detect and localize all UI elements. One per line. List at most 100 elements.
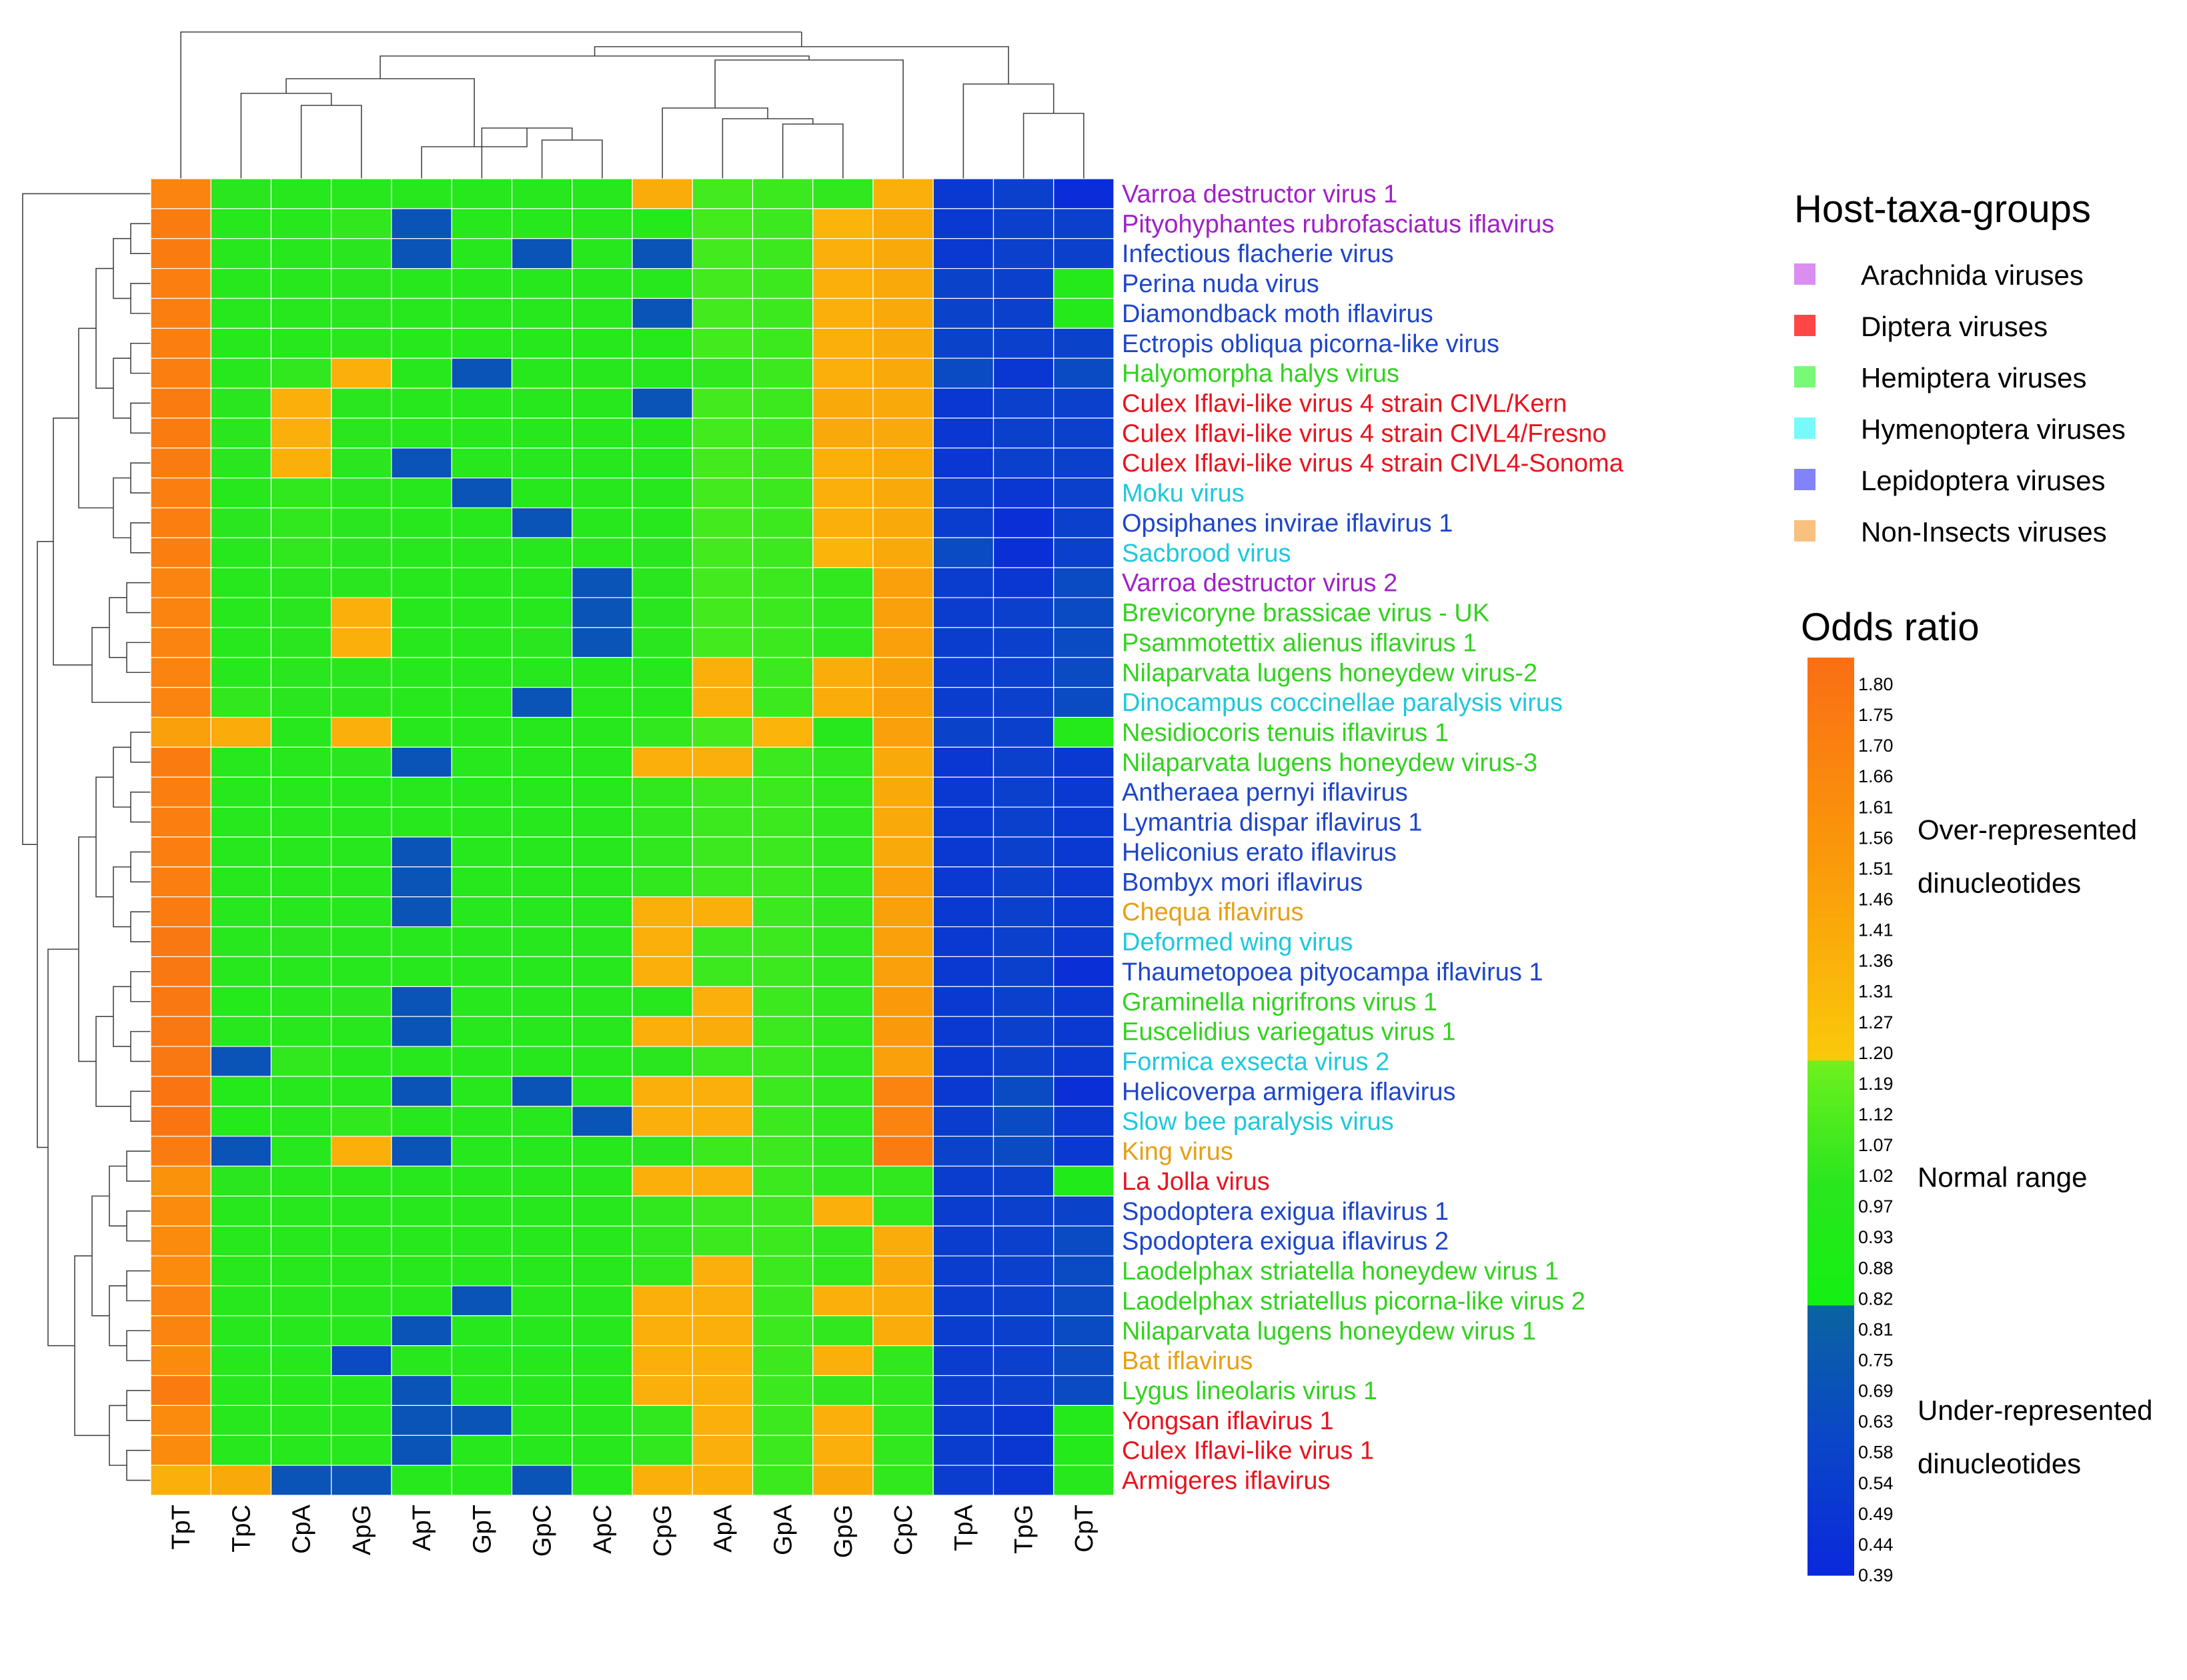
colorbar-segment [1807, 1381, 1854, 1387]
heatmap-cell [391, 1195, 452, 1226]
colorbar-segment [1807, 826, 1854, 832]
heatmap-cell [692, 926, 754, 958]
heatmap-cell [932, 357, 994, 389]
heatmap-cell [812, 208, 874, 239]
heatmap-cell [331, 1136, 392, 1167]
colorbar-segment [1807, 1075, 1854, 1082]
row-label: Varroa destructor virus 2 [1122, 570, 1397, 598]
heatmap-cell [872, 866, 934, 898]
heatmap-cell [1053, 1016, 1115, 1047]
heatmap-cell [511, 776, 573, 808]
heatmap-cell [632, 1165, 693, 1196]
heatmap-cell [150, 1076, 211, 1107]
heatmap-cell [872, 448, 934, 479]
colorbar-segment [1807, 1570, 1854, 1576]
row-label: Opsiphanes invirae iflavirus 1 [1122, 510, 1453, 538]
heatmap-cell [270, 806, 332, 838]
heatmap-cell [632, 806, 693, 838]
colorbar-category-label: dinucleotides [1918, 1448, 2081, 1479]
heatmap-cell [1053, 1195, 1115, 1226]
heatmap-cell [270, 448, 332, 479]
heatmap-cell [270, 627, 332, 658]
heatmap-cell [451, 1225, 513, 1256]
heatmap-cell [210, 357, 272, 389]
heatmap-cell [210, 1465, 272, 1496]
colorbar-segment [1807, 1264, 1854, 1270]
legend-swatch [1794, 263, 1815, 285]
heatmap-cell [511, 1345, 573, 1377]
column-label: TpG [1010, 1505, 1038, 1554]
heatmap-cell [872, 956, 934, 987]
heatmap-cell [150, 387, 211, 419]
dendrogram-branch [126, 1390, 151, 1421]
heatmap-cell [511, 1285, 573, 1317]
legend-swatch [1794, 520, 1815, 542]
heatmap-cell [1053, 178, 1115, 209]
heatmap-cell [812, 1345, 874, 1377]
heatmap-cell [932, 1165, 994, 1196]
heatmap-cell [1053, 1435, 1115, 1466]
heatmap-cell [331, 178, 392, 209]
heatmap-cell [270, 1285, 332, 1317]
heatmap-cell [210, 1255, 272, 1287]
colorbar-segment [1807, 810, 1854, 816]
heatmap-cell [451, 327, 513, 359]
heatmap-cell [932, 1435, 994, 1466]
heatmap-cell [992, 1076, 1054, 1107]
heatmap-cell [632, 1435, 693, 1466]
colorbar-segment [1807, 790, 1854, 796]
dendrogram-branch [109, 1405, 127, 1466]
colorbar-segment [1807, 1331, 1854, 1337]
heatmap-cell [692, 537, 754, 568]
heatmap-cell [692, 267, 754, 299]
heatmap-cell [752, 597, 814, 628]
heatmap-cell [812, 417, 874, 449]
heatmap-cell [812, 567, 874, 598]
row-label: Slow bee paralysis virus [1122, 1108, 1394, 1136]
column-label: ApC [589, 1505, 617, 1554]
colorbar-segment [1807, 1157, 1854, 1163]
heatmap-cell [572, 926, 633, 958]
colorbar-segment [1807, 698, 1854, 704]
legend-item: Hymenoptera viruses [1861, 413, 2126, 445]
heatmap-cell [391, 478, 452, 509]
colorbar-segment [1807, 1305, 1854, 1311]
heatmap-cell [812, 1106, 874, 1137]
colorbar-segment [1807, 928, 1854, 934]
heatmap-cell [331, 1405, 392, 1436]
heatmap-cell [692, 687, 754, 718]
heatmap-cell [270, 956, 332, 987]
heatmap-cell [331, 478, 392, 509]
colorbar-segment [1807, 948, 1854, 954]
colorbar-segment [1807, 1218, 1854, 1224]
heatmap-cell [932, 866, 994, 898]
colorbar-tick: 1.31 [1858, 982, 1894, 1002]
colorbar-segment [1807, 988, 1854, 995]
heatmap-cells [150, 178, 1115, 1496]
heatmap-cell [511, 687, 573, 718]
heatmap-cell [270, 836, 332, 868]
colorbar-tick: 1.07 [1858, 1135, 1894, 1155]
heatmap-cell [752, 657, 814, 688]
colorbar-tick: 1.61 [1858, 797, 1894, 817]
heatmap-cell [270, 357, 332, 389]
odds-ratio-colorbar: Odds ratio 1.80 1.75 1.70 1.66 1.61 1.56 1.51 1… [1801, 606, 2153, 1585]
colorbar-segment [1807, 872, 1854, 878]
colorbar-segment [1807, 805, 1854, 811]
colorbar-segment [1807, 1080, 1854, 1086]
heatmap-cell [752, 1225, 814, 1256]
heatmap-cell [932, 448, 994, 479]
heatmap-cell [632, 896, 693, 928]
colorbar-tick: 1.75 [1858, 705, 1894, 725]
heatmap-cell [331, 657, 392, 688]
heatmap-cell [270, 1375, 332, 1407]
heatmap-cell [150, 1405, 211, 1436]
heatmap-cell [932, 537, 994, 568]
heatmap-cell [992, 806, 1054, 838]
dendrogram-branch [285, 78, 475, 147]
heatmap-cell [270, 1465, 332, 1496]
heatmap-cell [812, 1435, 874, 1466]
heatmap-cell [511, 956, 573, 987]
heatmap-cell [150, 267, 211, 299]
heatmap-cell [572, 1165, 633, 1196]
